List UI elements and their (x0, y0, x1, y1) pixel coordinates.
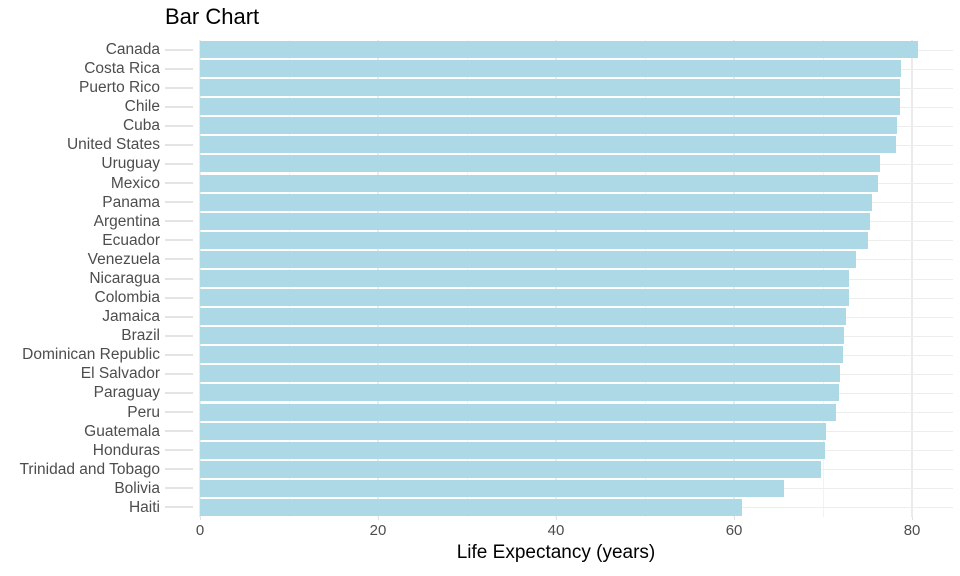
y-tick-mark (165, 124, 193, 127)
y-tick-mark (165, 449, 193, 452)
bar (200, 327, 845, 345)
y-tick-mark (165, 468, 193, 471)
y-axis-label: Brazil (121, 327, 160, 345)
bar (200, 174, 879, 192)
bar (200, 460, 822, 478)
x-tick-label: 0 (195, 522, 205, 539)
y-axis-label: Dominican Republic (22, 346, 160, 364)
y-tick-mark (165, 201, 193, 204)
y-axis-label: Cuba (122, 117, 160, 135)
chart-title: Bar Chart (165, 4, 260, 29)
y-axis-labels: Canada Costa Rica Puerto Rico Chile Cuba Unit… (0, 40, 160, 517)
x-tick-mark (912, 517, 914, 520)
y-tick-mark (165, 506, 193, 509)
bar (200, 289, 849, 307)
bar (200, 403, 836, 421)
bar (200, 308, 847, 326)
y-tick-mark (165, 296, 193, 299)
y-axis-label: Haiti (128, 498, 160, 516)
bar (200, 41, 919, 58)
y-axis-label: Nicaragua (89, 269, 160, 287)
bar (200, 136, 897, 154)
bar (200, 117, 897, 135)
y-axis-label: Panama (102, 193, 160, 211)
y-axis-label: Ecuador (102, 231, 160, 249)
bar (200, 441, 825, 459)
bar (200, 498, 743, 516)
y-tick-mark (165, 182, 193, 185)
y-axis-label: Uruguay (101, 155, 160, 173)
bar (200, 212, 871, 230)
x-tick-mark (556, 517, 558, 520)
y-tick-mark (165, 258, 193, 261)
y-axis-label: Canada (105, 41, 160, 58)
y-axis-label: United States (66, 136, 160, 154)
x-axis-title: Life Expectancy (years) (456, 542, 656, 563)
x-tick-label: 60 (725, 522, 743, 539)
y-axis-label: Jamaica (102, 308, 160, 326)
bar (200, 250, 856, 268)
y-tick-mark (165, 487, 193, 490)
y-axis-label: El Salvador (80, 365, 160, 383)
x-tick-mark (378, 517, 379, 520)
bar (200, 365, 840, 383)
x-tick-label: 40 (547, 522, 565, 539)
plot-panel (199, 40, 953, 517)
y-axis-label: Argentina (93, 212, 160, 230)
x-tick-label: 80 (903, 522, 921, 539)
bar (200, 98, 900, 116)
y-tick-mark (165, 163, 193, 166)
y-tick-mark (165, 105, 193, 108)
y-tick-mark (165, 143, 193, 146)
y-axis-label: Chile (124, 98, 160, 116)
y-tick-mark (165, 430, 193, 433)
bar (200, 346, 843, 364)
y-tick-mark (165, 353, 193, 356)
bar (200, 79, 901, 97)
y-tick-mark (165, 220, 193, 223)
y-tick-mark (165, 411, 193, 414)
y-tick-mark (165, 67, 193, 70)
bar (200, 422, 826, 440)
bar (200, 155, 880, 173)
y-axis-label: Costa Rica (84, 60, 160, 78)
y-axis-label: Venezuela (87, 250, 160, 268)
y-tick-mark (165, 315, 193, 318)
y-axis-label: Peru (127, 403, 160, 421)
y-tick-mark (165, 48, 193, 51)
y-tick-mark (165, 277, 193, 280)
bar (200, 384, 840, 402)
y-axis-ticks (165, 40, 193, 517)
y-axis-label: Paraguay (93, 384, 160, 402)
bar (200, 269, 849, 287)
y-axis-label: Guatemala (84, 422, 160, 440)
y-tick-mark (165, 372, 193, 375)
y-tick-mark (165, 86, 193, 89)
y-axis-label: Bolivia (114, 479, 160, 497)
bar (200, 231, 868, 249)
bar (200, 193, 872, 211)
y-tick-mark (165, 334, 193, 337)
y-axis-label: Honduras (92, 441, 160, 459)
y-axis-label: Puerto Rico (79, 79, 160, 97)
x-tick-label: 20 (369, 522, 387, 539)
x-axis: 0 20 40 60 80 (196, 517, 953, 541)
y-tick-mark (165, 391, 193, 394)
x-tick-mark (200, 517, 201, 520)
bar (200, 60, 902, 78)
bar (200, 479, 784, 497)
y-tick-mark (165, 239, 193, 242)
y-axis-label: Colombia (94, 289, 160, 307)
x-tick-mark (734, 517, 736, 520)
y-axis-label: Trinidad and Tobago (19, 460, 160, 478)
y-axis-label: Mexico (110, 174, 160, 192)
